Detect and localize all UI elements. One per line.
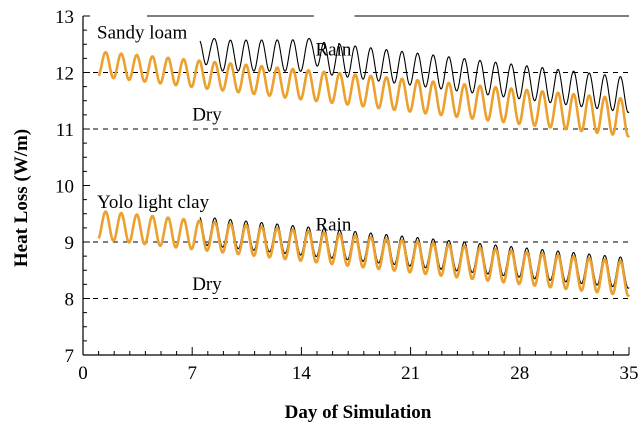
annotations: Sandy loam Rain Dry Yolo light clay Rain Dry bbox=[97, 23, 352, 295]
series-line-yolo-light-clay-dry bbox=[97, 210, 631, 297]
annotation-label: Yolo light clay bbox=[97, 192, 210, 213]
y-tick-label: 10 bbox=[55, 177, 74, 198]
x-tick-label: 7 bbox=[187, 363, 197, 384]
y-tick-label: 13 bbox=[55, 7, 74, 28]
x-tick-label: 35 bbox=[620, 363, 639, 384]
series-group bbox=[97, 37, 631, 297]
y-tick-label: 12 bbox=[55, 64, 74, 85]
y-tick-label: 11 bbox=[56, 120, 74, 141]
annotation-label: Rain bbox=[315, 215, 351, 236]
gridlines bbox=[83, 15, 629, 299]
y-axis-title: Heat Loss (W/m) bbox=[11, 129, 32, 267]
series-line-sandy-loam-dry bbox=[97, 50, 631, 138]
x-axis-title: Day of Simulation bbox=[285, 402, 432, 423]
y-tick-label: 9 bbox=[65, 233, 75, 254]
x-tick-label: 21 bbox=[401, 363, 420, 384]
series-line-sandy-loam-rain bbox=[199, 37, 630, 114]
y-tick-label: 7 bbox=[65, 346, 75, 367]
annotation-label: Rain bbox=[315, 40, 351, 61]
x-tick-label: 14 bbox=[292, 363, 312, 384]
annotation-label: Dry bbox=[192, 274, 222, 295]
y-tick-label: 8 bbox=[65, 290, 75, 311]
annotation-label: Sandy loam bbox=[97, 23, 187, 44]
annotation-label: Dry bbox=[192, 105, 222, 126]
x-tick-label: 28 bbox=[510, 363, 529, 384]
x-tick-label: 0 bbox=[78, 363, 88, 384]
